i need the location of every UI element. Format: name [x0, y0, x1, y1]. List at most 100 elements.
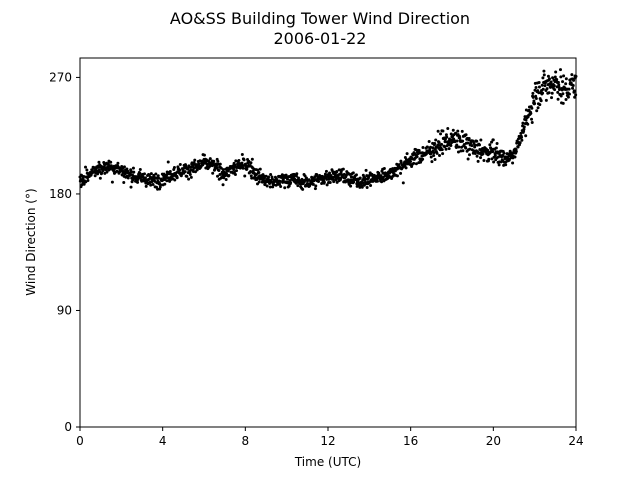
- data-point: [294, 174, 298, 178]
- data-point: [208, 157, 212, 161]
- data-point: [328, 171, 332, 175]
- data-point: [490, 140, 494, 144]
- data-point: [221, 183, 225, 187]
- data-point: [138, 172, 142, 176]
- data-point: [432, 153, 436, 157]
- data-point: [93, 174, 97, 178]
- data-point: [401, 181, 405, 185]
- data-point: [414, 162, 418, 166]
- data-point: [272, 183, 276, 187]
- data-point: [572, 78, 576, 82]
- data-point: [256, 168, 260, 172]
- data-point: [553, 75, 557, 79]
- data-point: [435, 151, 439, 155]
- data-point: [122, 180, 126, 184]
- data-point: [297, 176, 301, 180]
- data-point: [494, 146, 498, 150]
- data-point: [183, 170, 187, 174]
- y-tick-label: 0: [64, 420, 72, 434]
- data-point: [311, 182, 315, 186]
- data-point: [457, 145, 461, 149]
- data-point: [250, 157, 254, 161]
- data-point: [249, 174, 253, 178]
- data-point: [561, 92, 565, 96]
- data-point: [534, 86, 538, 90]
- data-point: [293, 177, 297, 181]
- data-point: [240, 152, 244, 156]
- data-point: [363, 176, 367, 180]
- data-point: [561, 80, 565, 84]
- data-point: [556, 97, 560, 101]
- data-point: [434, 138, 438, 142]
- data-point: [175, 176, 179, 180]
- y-axis-ticks: 0 90 180 270: [49, 70, 80, 434]
- data-point: [249, 169, 253, 173]
- data-point: [449, 132, 453, 136]
- data-point: [566, 95, 570, 99]
- data-point: [466, 157, 470, 161]
- data-point: [178, 168, 182, 172]
- data-point: [268, 185, 272, 189]
- data-point: [555, 77, 559, 81]
- data-point: [470, 144, 474, 148]
- data-point: [301, 187, 305, 191]
- data-point: [502, 151, 506, 155]
- data-point: [549, 80, 553, 84]
- y-tick-label: 90: [57, 303, 72, 317]
- data-point: [530, 121, 534, 125]
- data-point: [296, 184, 300, 188]
- data-point: [441, 152, 445, 156]
- data-point: [364, 168, 368, 172]
- data-point: [412, 161, 416, 165]
- data-point: [425, 145, 429, 149]
- data-point: [173, 178, 177, 182]
- data-point: [163, 182, 167, 186]
- data-point: [116, 161, 120, 165]
- data-point: [156, 174, 160, 178]
- data-point: [521, 121, 525, 125]
- data-point: [570, 73, 574, 77]
- data-point: [295, 172, 299, 176]
- x-tick-label: 24: [568, 434, 583, 448]
- data-point: [454, 146, 458, 150]
- data-point: [433, 158, 437, 162]
- data-point: [551, 76, 555, 80]
- data-point: [337, 168, 341, 172]
- data-point: [545, 87, 549, 91]
- data-point: [538, 103, 542, 107]
- data-point: [269, 173, 273, 176]
- data-point: [567, 92, 571, 96]
- data-point: [189, 175, 193, 179]
- data-point: [495, 142, 499, 145]
- data-point: [460, 129, 464, 133]
- data-point: [221, 168, 225, 172]
- data-point: [476, 159, 480, 163]
- data-point: [365, 186, 369, 190]
- data-point: [289, 181, 293, 185]
- data-point: [84, 165, 88, 169]
- data-point: [100, 171, 104, 175]
- data-point: [390, 177, 394, 181]
- data-point: [227, 173, 231, 177]
- data-point: [193, 158, 197, 162]
- data-point: [487, 157, 491, 161]
- data-point: [354, 173, 358, 177]
- data-point: [323, 172, 327, 176]
- data-point: [467, 153, 471, 157]
- x-tick-label: 16: [403, 434, 418, 448]
- data-point: [552, 84, 556, 88]
- data-point: [433, 147, 437, 151]
- data-point: [86, 178, 90, 182]
- data-point: [369, 184, 373, 188]
- data-point: [313, 187, 317, 191]
- data-point: [540, 83, 544, 87]
- data-point: [477, 143, 481, 147]
- data-point: [399, 171, 403, 175]
- data-point: [497, 163, 501, 167]
- data-point: [218, 162, 222, 166]
- data-point: [543, 84, 547, 88]
- data-point: [380, 180, 384, 184]
- data-point: [546, 74, 550, 78]
- x-tick-label: 0: [76, 434, 84, 448]
- data-point: [138, 168, 142, 172]
